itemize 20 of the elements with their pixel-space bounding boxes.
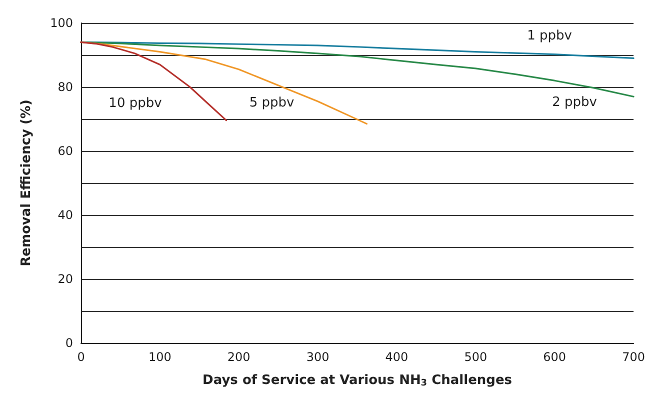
y-axis-title: Removal Efficiency (%)	[19, 100, 34, 266]
line-series	[80, 41, 228, 122]
x-tick-label: 400	[385, 350, 408, 364]
series-label: 2 ppbv	[552, 95, 598, 110]
x-tick-label: 200	[227, 350, 250, 364]
y-tick-label: 40	[58, 208, 73, 222]
x-tick-label: 100	[148, 350, 172, 364]
y-tick-label: 100	[50, 16, 73, 30]
y-tick-label: 20	[58, 272, 73, 286]
x-tick-label: 700	[622, 350, 645, 364]
y-tick-label: 80	[58, 80, 73, 94]
x-tick-label: 300	[306, 350, 330, 364]
y-tick-label: 0	[65, 336, 73, 350]
series-label: 1 ppbv	[527, 28, 572, 44]
series-label: 10 ppbv	[108, 96, 162, 111]
x-tick-label: 0	[77, 350, 85, 364]
series-label: 5 ppbv	[249, 95, 294, 110]
x-tick-label: 500	[464, 350, 488, 364]
x-tick-label: 600	[543, 350, 566, 364]
y-tick-label: 60	[58, 144, 73, 158]
